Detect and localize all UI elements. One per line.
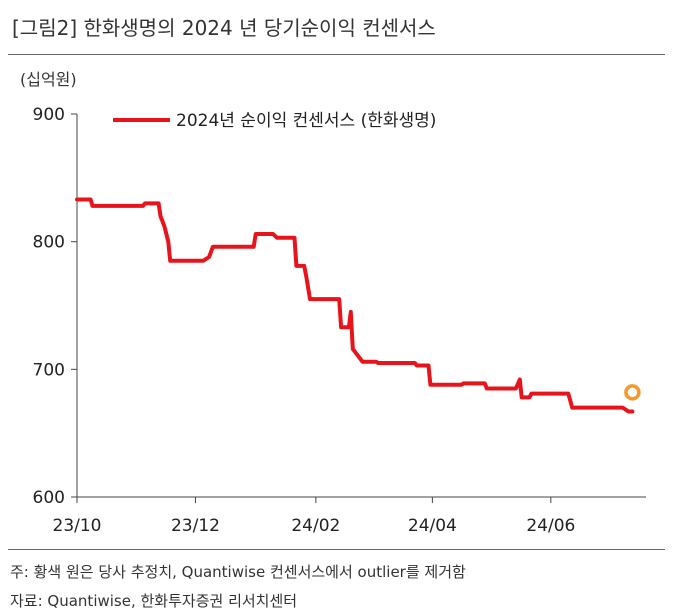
top-rule — [8, 54, 665, 55]
chart-legend: 2024년 순이익 컨센서스 (한화생명) — [113, 111, 436, 131]
y-tick-label: 800 — [33, 233, 65, 253]
footnote: 주: 황색 원은 당사 추정치, Quantiwise 컨센서스에서 outli… — [10, 563, 466, 581]
y-tick-label: 600 — [33, 488, 65, 508]
figure-title: [그림2] 한화생명의 2024 년 당기순이익 컨센서스 — [12, 16, 436, 40]
y-unit-label: (십억원) — [20, 70, 77, 89]
source-note: 자료: Quantiwise, 한화투자증권 리서치센터 — [10, 592, 298, 610]
series-line — [75, 197, 635, 414]
chart-axes: 600 700 800 900 23/10 23/12 24/02 24/04 24/06 — [33, 105, 646, 536]
y-tick-label: 700 — [33, 360, 65, 380]
x-tick-label: 23/12 — [171, 516, 220, 536]
chart-marks — [75, 197, 641, 414]
y-tick-label: 900 — [33, 105, 65, 125]
legend-label: 2024년 순이익 컨센서스 (한화생명) — [176, 111, 436, 131]
x-tick-label: 24/06 — [526, 516, 575, 536]
x-tick-label: 24/04 — [408, 516, 457, 536]
estimate-marker — [624, 384, 641, 401]
x-tick-label: 23/10 — [53, 516, 102, 536]
bottom-rule — [8, 549, 665, 550]
x-tick-label: 24/02 — [291, 516, 340, 536]
